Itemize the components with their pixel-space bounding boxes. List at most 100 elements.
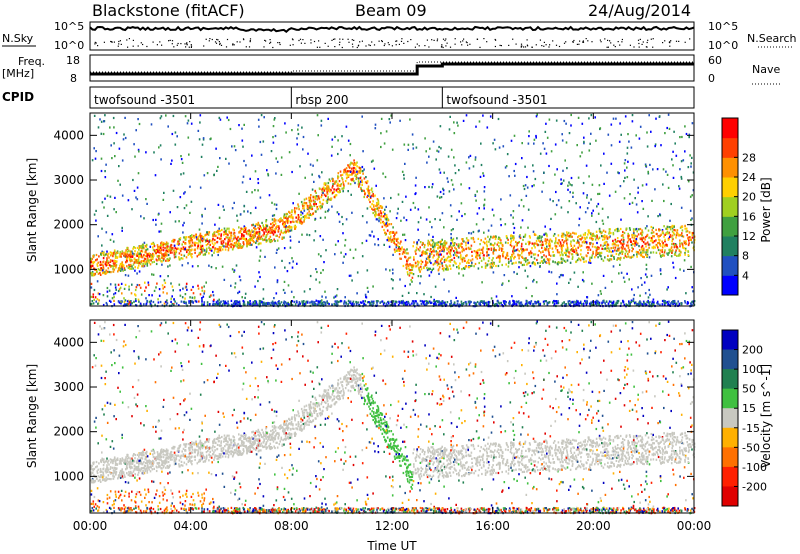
power-echo [314,218,316,221]
power-echo [191,236,194,239]
power-echo [179,289,181,292]
power-echo [515,240,517,244]
power-echo [663,225,665,228]
nsearch-dot [111,41,113,43]
power-echo [269,304,272,307]
power-echo [375,213,378,216]
power-echo [184,297,186,300]
power-echo [113,208,115,211]
power-echo [255,301,258,304]
power-echo [136,251,139,254]
power-echo [233,235,235,238]
power-echo [503,274,506,277]
power-echo [371,203,373,206]
power-echo [90,286,93,289]
power-echo [547,249,550,252]
nsearch-dot [466,42,468,44]
power-echo [664,233,666,236]
power-echo [355,176,358,179]
power-echo [449,249,452,252]
power-echo [206,233,209,236]
power-echo [497,117,500,121]
power-echo [180,253,183,256]
power-echo [651,238,653,241]
power-echo [641,238,644,241]
power-echo [532,242,535,246]
power-echo [137,264,140,267]
power-echo [574,303,576,306]
power-echo [536,113,538,116]
power-echo [516,242,518,245]
power-echo [493,235,496,238]
power-echo [262,303,264,306]
power-echo [423,300,426,303]
power-echo [620,250,623,253]
power-echo [671,251,673,254]
power-echo [495,256,498,259]
power-echo [390,300,392,303]
power-echo [488,301,491,304]
power-echo [545,239,547,242]
power-echo [565,239,568,242]
nsearch-dot [156,44,158,46]
power-echo [395,243,398,246]
power-echo [144,258,147,261]
power-echo [526,186,529,189]
power-echo [624,252,627,255]
power-echo [529,265,532,268]
nsearch-dot [304,42,306,44]
power-echo [146,299,148,303]
power-echo [483,186,486,189]
power-echo [286,270,289,273]
power-echo [284,301,287,304]
power-echo [194,299,197,303]
power-echo [463,257,466,260]
power-echo [686,234,688,237]
power-echo [623,180,625,183]
power-echo [124,283,127,286]
power-echo [533,142,535,145]
power-echo [414,184,417,187]
power-echo [486,245,488,248]
power-echo [273,230,276,233]
power-echo [126,260,128,263]
power-echo [170,300,172,303]
power-echo [582,192,585,195]
power-echo [590,256,593,259]
power-echo [340,251,342,254]
cpid-segment-label: twofsound -3501 [94,93,195,107]
power-echo [469,247,472,250]
power-echo [236,239,239,242]
power-echo [306,204,308,207]
power-echo [357,301,359,304]
power-echo [661,250,663,253]
power-echo [105,261,107,264]
power-echo [259,140,262,144]
power-echo [354,181,356,185]
power-echo [182,240,185,243]
power-echo [573,232,576,235]
power-echo [496,243,499,246]
power-echo [430,239,433,242]
power-echo [106,260,109,263]
power-echo [644,242,646,245]
power-echo [191,241,194,244]
power-echo [575,202,577,205]
power-echo [178,304,180,307]
power-echo [646,241,649,244]
power-echo [532,170,535,173]
power-echo [393,237,396,240]
power-echo [316,304,318,307]
power-echo [325,302,327,305]
power-echo [368,198,370,201]
power-echo [592,242,594,245]
power-echo [495,235,497,238]
power-echo [657,246,659,249]
power-echo [127,254,130,257]
power-echo [407,300,410,303]
power-echo [534,242,536,245]
power-echo [573,244,576,247]
power-echo [528,251,530,255]
power-echo [133,143,135,146]
power-echo [420,262,423,265]
